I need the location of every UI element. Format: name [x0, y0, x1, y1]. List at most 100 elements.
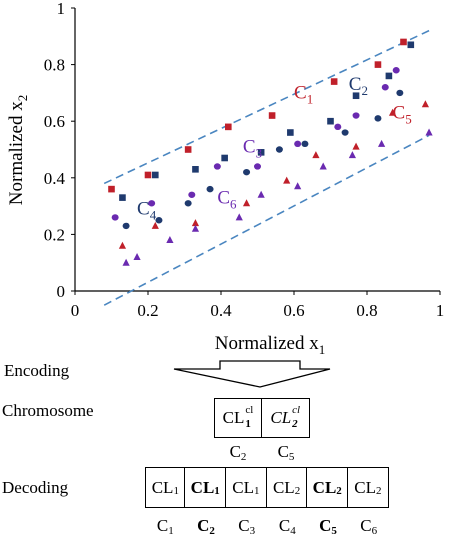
- point-c3: [352, 112, 360, 119]
- point-c4: [275, 146, 283, 153]
- boundary-lines: [103, 29, 430, 306]
- point-c3: [392, 67, 400, 74]
- encoding-label: Encoding: [4, 361, 70, 380]
- y-axis-label: Normalized x2: [6, 95, 30, 205]
- point-c4: [243, 168, 251, 176]
- point-c4: [184, 200, 192, 207]
- decoding-cluster: C4: [278, 516, 296, 537]
- point-c1: [400, 38, 407, 46]
- point-c4: [396, 89, 404, 97]
- point-c2: [327, 117, 334, 125]
- y-tick-label: 0.4: [44, 169, 66, 188]
- point-c4: [301, 140, 309, 148]
- point-c1: [374, 61, 382, 68]
- decoding-cell: CL 1: [145, 467, 186, 508]
- x-axis-label: Normalized x1: [215, 333, 325, 357]
- plot-axes: [74, 8, 440, 292]
- point-c5: [118, 241, 127, 249]
- point-c4: [122, 222, 130, 230]
- decoding-cell: CL 2: [346, 467, 389, 508]
- cluster-label-c4: C4: [137, 199, 157, 223]
- y-tick-label: 0.6: [44, 112, 65, 131]
- point-c5: [352, 142, 360, 150]
- y-tick-label: 0.8: [44, 56, 65, 75]
- point-c6: [348, 151, 356, 159]
- point-c3: [148, 200, 156, 207]
- point-c1: [108, 185, 115, 193]
- point-c6: [294, 182, 302, 190]
- point-c4: [341, 129, 349, 136]
- point-c6: [319, 162, 327, 170]
- decoding-cell: CL 2: [265, 467, 308, 508]
- point-c1: [225, 123, 232, 131]
- point-c2: [221, 154, 228, 162]
- point-c6: [166, 236, 174, 244]
- point-c2: [257, 149, 265, 156]
- point-c4: [155, 217, 163, 224]
- point-c5: [421, 100, 429, 108]
- decoding-cluster: C5: [319, 516, 337, 537]
- point-c5: [242, 199, 251, 207]
- point-c2: [352, 92, 360, 100]
- decoding-label: Decoding: [2, 478, 69, 497]
- y-tick-label: 0.2: [44, 225, 65, 244]
- x-tick-label: 1: [436, 301, 445, 320]
- cluster-labels: C1 C2 C3 C4 C5 C6: [137, 74, 412, 223]
- cluster-label-c5: C5: [393, 102, 412, 126]
- boundary-line: [103, 29, 430, 185]
- point-c3: [111, 214, 119, 221]
- data-points: [108, 38, 433, 266]
- point-c4: [206, 185, 214, 193]
- chromosome-gene: CL cl 2: [260, 398, 310, 438]
- point-c2: [152, 171, 159, 179]
- point-c6: [133, 253, 141, 261]
- x-tick-label: 0.2: [137, 301, 158, 320]
- point-c1: [330, 78, 338, 85]
- point-c3: [294, 140, 302, 148]
- point-c1: [144, 171, 152, 179]
- chromosome-gene: CL cl 1: [214, 398, 262, 438]
- point-c6: [122, 258, 130, 266]
- point-c3: [254, 163, 261, 170]
- point-c4: [374, 115, 382, 122]
- decoding-cluster: C6: [360, 516, 378, 537]
- cluster-label-c6: C6: [217, 187, 237, 211]
- point-c6: [425, 128, 433, 136]
- point-c2: [192, 166, 199, 173]
- point-c1: [184, 146, 192, 153]
- point-c3: [334, 123, 342, 131]
- point-c5: [388, 108, 397, 116]
- x-tick-label: 0.6: [283, 301, 304, 320]
- point-c6: [235, 213, 243, 221]
- boundary-line: [103, 134, 430, 306]
- point-c5: [283, 176, 291, 184]
- decoding-cluster: C2: [197, 516, 215, 537]
- point-c3: [188, 191, 196, 198]
- decoding-cell: CL 1: [184, 467, 227, 508]
- chromosome-cluster: C2: [229, 442, 247, 463]
- decoding-cluster: C3: [238, 516, 256, 537]
- chromosome-cluster: C5: [277, 442, 295, 463]
- point-c5: [151, 221, 159, 229]
- decoding-cluster: C1: [156, 516, 174, 537]
- y-tick-label: 1: [57, 0, 66, 18]
- cluster-label-c2: C2: [349, 74, 368, 98]
- point-c2: [407, 41, 415, 49]
- point-c3: [213, 163, 221, 170]
- x-tick-label: 0.4: [210, 301, 232, 320]
- cluster-label-c1: C1: [294, 83, 313, 107]
- x-tick-label: 0.8: [356, 301, 377, 320]
- point-c6: [257, 190, 265, 198]
- tick-labels: 0 0.2 0.4 0.6 0.8 1 0 0.2 0.4 0.6 0.8 1: [44, 0, 445, 320]
- point-c1: [268, 112, 276, 119]
- point-c3: [381, 84, 389, 91]
- point-c5: [191, 219, 200, 227]
- point-c6: [191, 224, 200, 232]
- cluster-label-c3: C3: [243, 136, 262, 160]
- point-c2: [119, 194, 126, 201]
- decoding-cell: CL 1: [224, 467, 267, 508]
- scatter-plot: C1 C2 C3 C4 C5 C6 0 0.2 0.4 0.6 0.8 1 0 0.2 0.4 0.6 0.8…: [6, 0, 445, 357]
- point-c5: [312, 151, 320, 159]
- point-c6: [378, 139, 386, 147]
- chromosome-box: CL cl 1 CL cl 2: [214, 398, 310, 438]
